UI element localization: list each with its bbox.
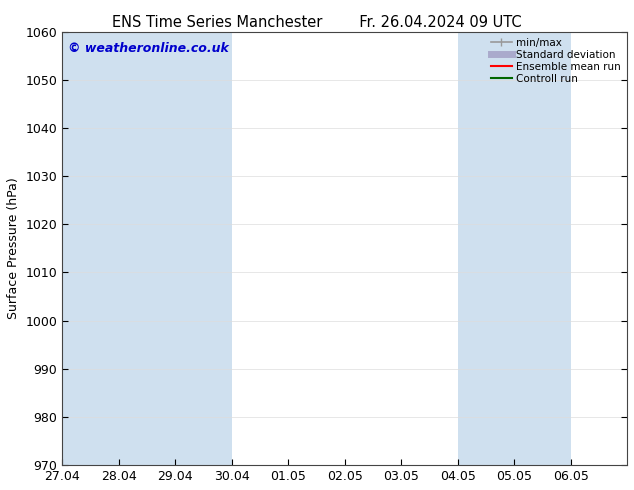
Bar	[514, 31, 571, 465]
Y-axis label: Surface Pressure (hPa): Surface Pressure (hPa)	[7, 177, 20, 319]
Bar	[62, 31, 119, 465]
Legend: min/max, Standard deviation, Ensemble mean run, Controll run: min/max, Standard deviation, Ensemble me…	[488, 35, 624, 87]
Bar	[458, 31, 514, 465]
Text: ENS Time Series Manchester        Fr. 26.04.2024 09 UTC: ENS Time Series Manchester Fr. 26.04.202…	[112, 15, 522, 30]
Text: © weatheronline.co.uk: © weatheronline.co.uk	[68, 43, 229, 55]
Bar	[627, 31, 634, 465]
Bar	[119, 31, 175, 465]
Bar	[175, 31, 231, 465]
